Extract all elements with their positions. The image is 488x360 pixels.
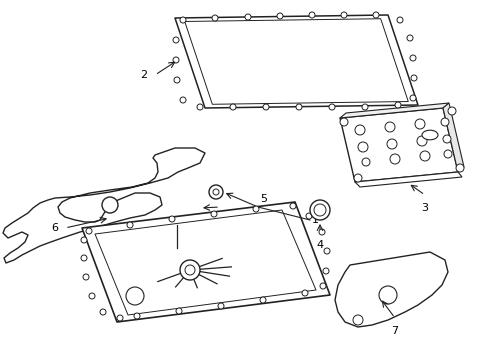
Circle shape <box>276 13 283 19</box>
Ellipse shape <box>421 130 437 140</box>
Circle shape <box>117 315 123 321</box>
Circle shape <box>416 136 426 146</box>
Circle shape <box>81 237 87 243</box>
Circle shape <box>406 35 412 41</box>
Circle shape <box>409 55 415 61</box>
Circle shape <box>357 142 367 152</box>
Circle shape <box>208 185 223 199</box>
Circle shape <box>410 75 416 81</box>
Circle shape <box>419 151 429 161</box>
Circle shape <box>126 287 143 305</box>
Polygon shape <box>175 15 417 108</box>
Circle shape <box>340 12 346 18</box>
Circle shape <box>244 14 250 20</box>
Circle shape <box>173 57 179 63</box>
Circle shape <box>455 164 463 172</box>
Circle shape <box>174 77 180 83</box>
Circle shape <box>180 17 185 23</box>
Circle shape <box>409 95 415 101</box>
Text: 7: 7 <box>390 326 398 336</box>
Polygon shape <box>442 103 463 172</box>
Circle shape <box>176 308 182 314</box>
Circle shape <box>212 15 218 21</box>
Circle shape <box>260 297 265 303</box>
Circle shape <box>218 303 224 309</box>
Circle shape <box>386 139 396 149</box>
Text: 5: 5 <box>260 194 266 204</box>
Circle shape <box>313 204 325 216</box>
Text: 3: 3 <box>421 203 427 213</box>
Polygon shape <box>82 202 329 322</box>
Circle shape <box>100 309 106 315</box>
Circle shape <box>353 174 361 182</box>
Circle shape <box>83 274 89 280</box>
Circle shape <box>440 118 448 126</box>
Circle shape <box>442 135 450 143</box>
Circle shape <box>86 228 92 234</box>
Polygon shape <box>339 103 448 118</box>
Text: 6: 6 <box>51 223 58 233</box>
Polygon shape <box>334 252 447 327</box>
Circle shape <box>81 255 87 261</box>
Circle shape <box>323 268 328 274</box>
Circle shape <box>319 283 325 289</box>
Circle shape <box>89 293 95 299</box>
Circle shape <box>309 200 329 220</box>
Circle shape <box>318 229 325 235</box>
Circle shape <box>447 107 455 115</box>
Polygon shape <box>3 148 204 263</box>
Circle shape <box>396 17 402 23</box>
Circle shape <box>184 265 195 275</box>
Circle shape <box>361 158 369 166</box>
Circle shape <box>169 216 175 222</box>
Circle shape <box>213 189 219 195</box>
Polygon shape <box>354 172 461 187</box>
Circle shape <box>197 104 203 110</box>
Circle shape <box>352 315 362 325</box>
Text: 4: 4 <box>316 240 323 250</box>
Circle shape <box>324 248 329 254</box>
Circle shape <box>389 154 399 164</box>
Circle shape <box>361 104 367 110</box>
Circle shape <box>180 260 200 280</box>
Circle shape <box>180 97 185 103</box>
Circle shape <box>263 104 268 110</box>
Circle shape <box>443 150 451 158</box>
Text: 2: 2 <box>140 70 147 80</box>
Circle shape <box>302 290 307 296</box>
Circle shape <box>305 213 311 219</box>
Circle shape <box>134 313 140 319</box>
Polygon shape <box>339 108 457 182</box>
Text: 1: 1 <box>311 215 318 225</box>
Circle shape <box>354 125 364 135</box>
Circle shape <box>414 119 424 129</box>
Circle shape <box>173 37 179 43</box>
Circle shape <box>394 102 400 108</box>
Circle shape <box>127 222 133 228</box>
Circle shape <box>339 118 347 126</box>
Circle shape <box>289 203 295 209</box>
Circle shape <box>384 122 394 132</box>
Circle shape <box>328 104 334 110</box>
Circle shape <box>295 104 302 110</box>
Circle shape <box>210 211 217 217</box>
Circle shape <box>252 206 259 212</box>
Circle shape <box>229 104 236 110</box>
Circle shape <box>372 12 378 18</box>
Circle shape <box>308 12 314 18</box>
Circle shape <box>102 197 118 213</box>
Circle shape <box>378 286 396 304</box>
